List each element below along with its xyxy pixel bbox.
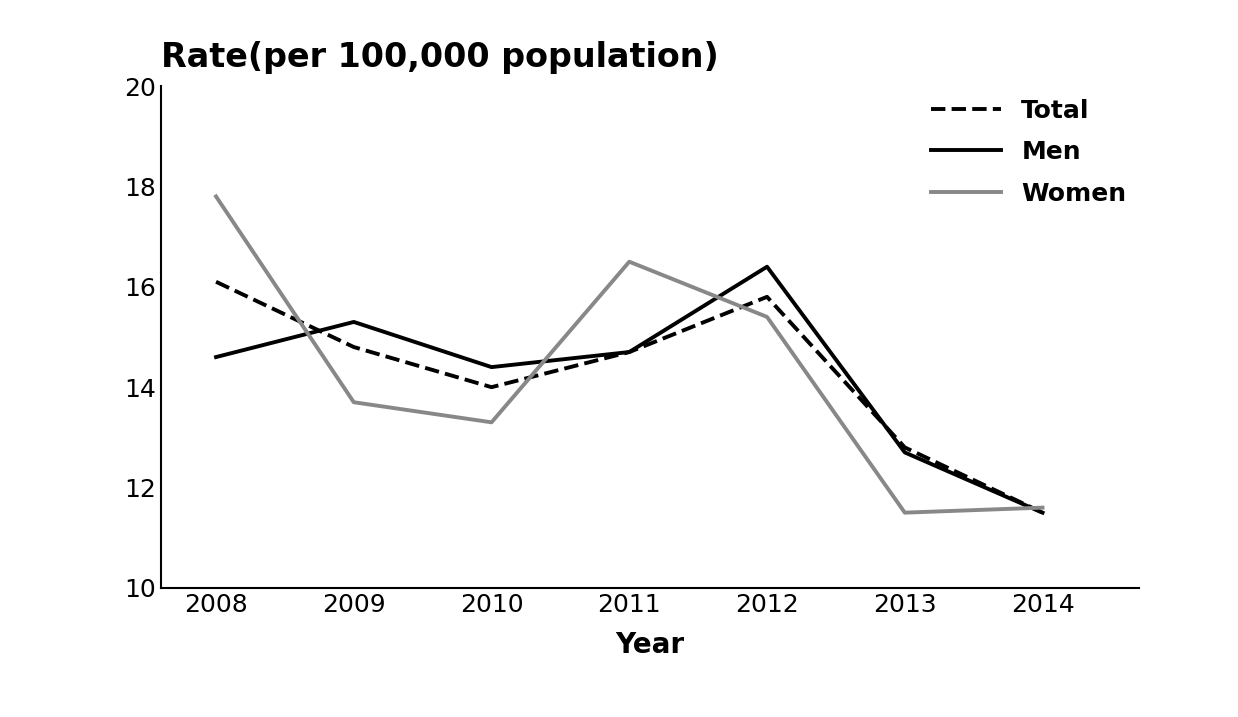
Women (760, 313, 775, 321)
Men (347, 318, 361, 326)
Legend: Total, Men, Women: Total, Men, Women (931, 98, 1127, 206)
Women (209, 192, 224, 201)
Total (621, 348, 636, 356)
Men (1035, 508, 1050, 517)
Women (1035, 503, 1050, 512)
Men (621, 348, 636, 356)
Women (484, 418, 499, 427)
Line: Women: Women (217, 196, 1042, 513)
Total (209, 277, 224, 286)
Men (898, 448, 912, 457)
Women (621, 257, 636, 266)
Total (1035, 508, 1050, 517)
Total (484, 383, 499, 391)
Men (760, 262, 775, 271)
Women (347, 398, 361, 407)
Total (347, 343, 361, 351)
Total (898, 443, 912, 452)
Women (898, 508, 912, 517)
Text: Rate(per 100,000 population): Rate(per 100,000 population) (161, 41, 719, 74)
Men (209, 353, 224, 361)
Men (484, 363, 499, 371)
Total (760, 293, 775, 301)
Line: Men: Men (217, 267, 1042, 513)
Line: Total: Total (217, 282, 1042, 513)
X-axis label: Year: Year (615, 631, 685, 659)
